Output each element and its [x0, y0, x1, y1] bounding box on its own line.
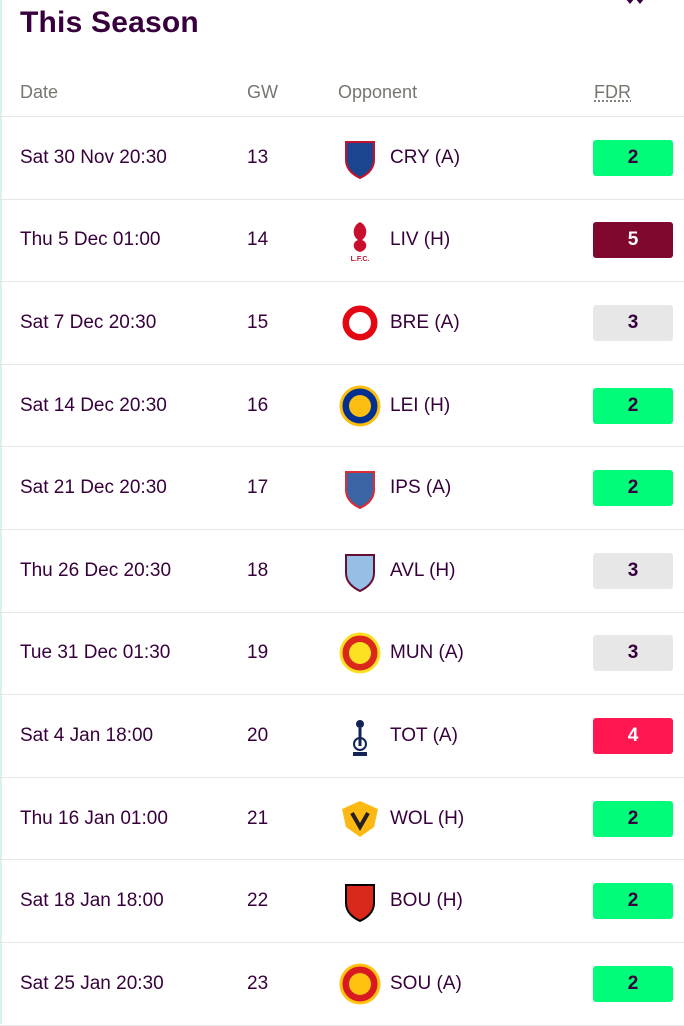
fixture-opponent: LIV (H) [390, 229, 451, 251]
tottenham-badge-icon [338, 714, 382, 758]
fixture-row[interactable]: Thu 26 Dec 20:30 18 AVL (H) 3 [0, 530, 684, 613]
fdr-badge: 4 [593, 717, 673, 754]
fixture-date: Sat 30 Nov 20:30 [20, 146, 167, 168]
fixture-date: Thu 16 Jan 01:00 [20, 807, 168, 829]
fixture-row[interactable]: Sat 30 Nov 20:30 13 CRY (A) 2 [0, 117, 684, 200]
fixture-date: Sat 14 Dec 20:30 [20, 394, 167, 416]
fixture-opponent: BOU (H) [390, 890, 463, 912]
bournemouth-badge-icon [338, 879, 382, 923]
section-title: This Season [20, 6, 199, 39]
fdr-badge: 2 [593, 387, 673, 424]
fixture-row[interactable]: Sat 7 Dec 20:30 15 BRE (A) 3 [0, 282, 684, 365]
fixtures-list: Sat 30 Nov 20:30 13 CRY (A) 2 Thu 5 Dec … [0, 117, 684, 1026]
chevron-up-icon[interactable] [622, 0, 648, 6]
ipswich-badge-icon [338, 466, 382, 510]
wolves-badge-icon [338, 797, 382, 841]
fixture-row[interactable]: Sat 25 Jan 20:30 23 SOU (A) 2 [0, 943, 684, 1026]
svg-text:L.F.C.: L.F.C. [351, 256, 370, 262]
fixture-gameweek: 20 [247, 724, 269, 746]
man-united-badge-icon [338, 631, 382, 675]
table-header: Date GW Opponent FDR [0, 66, 684, 117]
fdr-badge: 3 [593, 635, 673, 672]
fixture-gameweek: 13 [247, 146, 269, 168]
fixture-date: Sat 25 Jan 20:30 [20, 972, 164, 994]
fixture-opponent: IPS (A) [390, 477, 452, 499]
fdr-badge: 2 [593, 139, 673, 176]
fdr-badge: 2 [593, 883, 673, 920]
fixture-gameweek: 19 [247, 642, 269, 664]
header-date: Date [20, 82, 59, 102]
fixture-gameweek: 17 [247, 477, 269, 499]
header-opponent: Opponent [338, 82, 418, 102]
fixture-date: Thu 5 Dec 01:00 [20, 229, 161, 251]
fixture-gameweek: 22 [247, 890, 269, 912]
fixture-row[interactable]: Sat 18 Jan 18:00 22 BOU (H) 2 [0, 860, 684, 943]
fixture-gameweek: 21 [247, 807, 269, 829]
fixture-row[interactable]: Sat 21 Dec 20:30 17 IPS (A) 2 [0, 447, 684, 530]
left-edge-border [0, 0, 2, 1024]
fixture-opponent: WOL (H) [390, 807, 465, 829]
fdr-badge: 3 [593, 552, 673, 589]
fixture-date: Tue 31 Dec 01:30 [20, 642, 171, 664]
fixture-opponent: LEI (H) [390, 394, 451, 416]
fixture-gameweek: 15 [247, 311, 269, 333]
fixture-opponent: BRE (A) [390, 311, 460, 333]
brentford-badge-icon [338, 301, 382, 345]
crystal-palace-badge-icon [338, 136, 382, 180]
leicester-badge-icon [338, 384, 382, 428]
fixture-row[interactable]: Sat 14 Dec 20:30 16 LEI (H) 2 [0, 365, 684, 448]
fixture-row[interactable]: Tue 31 Dec 01:30 19 MUN (A) 3 [0, 613, 684, 696]
fixture-gameweek: 18 [247, 559, 269, 581]
fixture-opponent: SOU (A) [390, 972, 462, 994]
southampton-badge-icon [338, 962, 382, 1006]
fdr-badge: 5 [593, 222, 673, 259]
fixture-date: Sat 21 Dec 20:30 [20, 477, 167, 499]
fdr-badge: 2 [593, 800, 673, 837]
fixture-date: Sat 7 Dec 20:30 [20, 311, 157, 333]
fixture-opponent: CRY (A) [390, 146, 461, 168]
fixture-opponent: TOT (A) [390, 724, 458, 746]
fdr-badge: 2 [593, 965, 673, 1002]
aston-villa-badge-icon [338, 549, 382, 593]
fixture-row[interactable]: Thu 5 Dec 01:00 14 L.F.C. LIV (H) 5 [0, 200, 684, 283]
fixture-opponent: MUN (A) [390, 642, 464, 664]
fixture-date: Thu 26 Dec 20:30 [20, 559, 172, 581]
header-fdr[interactable]: FDR [594, 82, 631, 102]
header-gw: GW [247, 82, 278, 102]
fixture-opponent: AVL (H) [390, 559, 456, 581]
fixture-gameweek: 23 [247, 972, 269, 994]
fdr-badge: 2 [593, 470, 673, 507]
fixture-row[interactable]: Sat 4 Jan 18:00 20 TOT (A) 4 [0, 695, 684, 778]
fixture-gameweek: 14 [247, 229, 269, 251]
fixture-row[interactable]: Thu 16 Jan 01:00 21 WOL (H) 2 [0, 778, 684, 861]
fixture-date: Sat 18 Jan 18:00 [20, 890, 164, 912]
liverpool-badge-icon: L.F.C. [338, 218, 382, 262]
fixture-gameweek: 16 [247, 394, 269, 416]
fixture-date: Sat 4 Jan 18:00 [20, 724, 154, 746]
fdr-badge: 3 [593, 304, 673, 341]
